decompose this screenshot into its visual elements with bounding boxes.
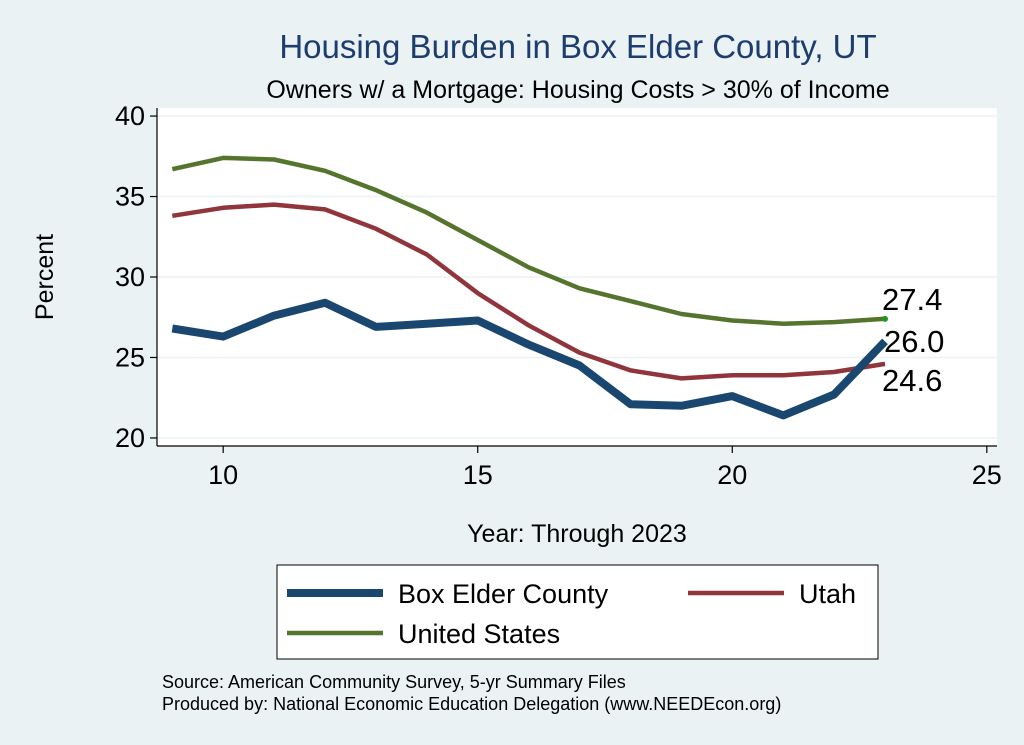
chart-subtitle: Owners w/ a Mortgage: Housing Costs > 30… [266, 76, 889, 104]
x-tick-label: 15 [463, 460, 493, 490]
legend-box [276, 564, 879, 660]
y-tick-label: 20 [115, 423, 145, 453]
end-point-marker [882, 315, 888, 322]
legend-label-2: United States [398, 619, 560, 649]
x-tick-label: 10 [208, 460, 238, 490]
end-labels: 26.0 24.6 27.4 [882, 282, 944, 398]
axes: 20 25 30 35 40 10 15 20 25 [115, 101, 1002, 490]
end-label-1: 24.6 [882, 363, 942, 398]
legend-label-1: Utah [799, 579, 856, 609]
chart-title: Housing Burden in Box Elder County, UT [279, 28, 876, 65]
y-axis-title: Percent [31, 234, 59, 320]
y-tick-label: 30 [115, 262, 145, 292]
series-lines [171, 155, 888, 420]
source-note: Source: American Community Survey, 5-yr … [162, 672, 626, 692]
series-line-2 [171, 155, 886, 326]
x-tick-label: 25 [972, 460, 1002, 490]
series-line-0 [171, 298, 888, 420]
y-tick-label: 40 [115, 101, 145, 131]
produced-by-note: Produced by: National Economic Education… [162, 694, 781, 714]
end-label-0: 26.0 [884, 324, 944, 359]
end-label-2: 27.4 [882, 282, 942, 317]
legend: Box Elder County Utah United States [276, 564, 879, 660]
gridlines [157, 115, 997, 439]
series-line-1 [171, 202, 886, 381]
legend-label-0: Box Elder County [398, 579, 609, 609]
y-tick-label: 35 [115, 182, 145, 212]
x-tick-label: 20 [717, 460, 747, 490]
y-tick-label: 25 [115, 342, 145, 372]
x-axis-title: Year: Through 2023 [467, 520, 687, 548]
